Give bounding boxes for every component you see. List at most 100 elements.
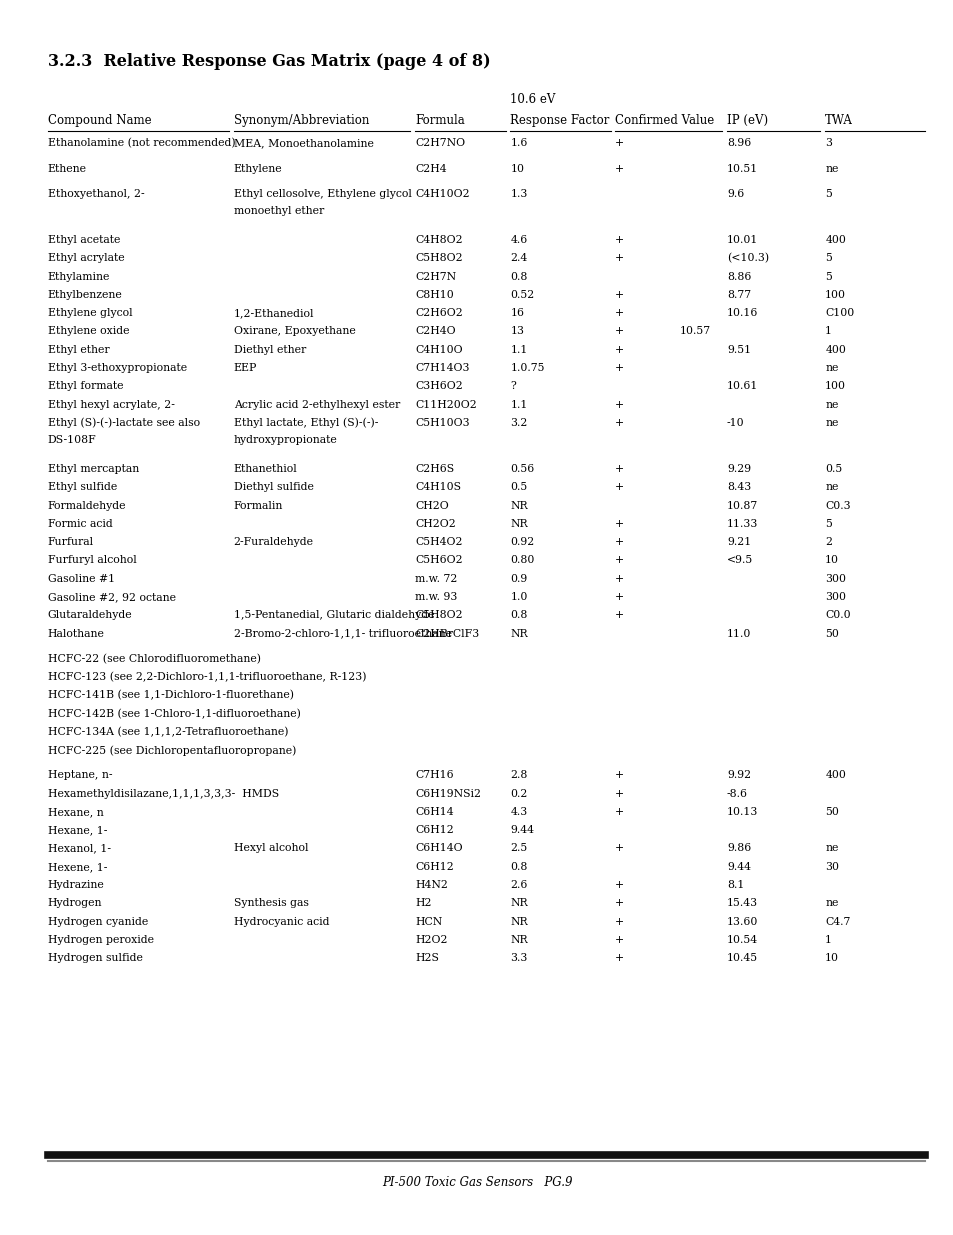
Text: 3.2: 3.2 [510, 417, 527, 427]
Text: ne: ne [824, 417, 838, 427]
Text: 1.6: 1.6 [510, 138, 527, 148]
Text: C2H4: C2H4 [415, 163, 446, 174]
Text: 15.43: 15.43 [726, 898, 758, 908]
Text: 0.56: 0.56 [510, 464, 534, 474]
Text: 10.61: 10.61 [726, 382, 758, 391]
Text: +: + [615, 399, 624, 410]
Text: +: + [615, 592, 624, 601]
Text: 2-Furaldehyde: 2-Furaldehyde [233, 537, 314, 547]
Text: ne: ne [824, 399, 838, 410]
Text: C4H10S: C4H10S [415, 483, 460, 493]
Text: C3H6O2: C3H6O2 [415, 382, 462, 391]
Text: 0.9: 0.9 [510, 574, 527, 584]
Text: +: + [615, 290, 624, 300]
Text: 1.0.75: 1.0.75 [510, 363, 544, 373]
Text: 30: 30 [824, 862, 839, 872]
Text: 10.6 eV: 10.6 eV [510, 93, 556, 106]
Text: Ethoxyethanol, 2-: Ethoxyethanol, 2- [48, 189, 144, 199]
Text: +: + [615, 610, 624, 620]
Text: C6H12: C6H12 [415, 862, 454, 872]
Text: Hexyl alcohol: Hexyl alcohol [233, 844, 308, 853]
Text: 10.16: 10.16 [726, 308, 758, 319]
Text: Ethanolamine (not recommended): Ethanolamine (not recommended) [48, 138, 235, 148]
Text: C6H19NSi2: C6H19NSi2 [415, 789, 480, 799]
Text: +: + [615, 806, 624, 816]
Text: NR: NR [510, 519, 527, 529]
Text: 50: 50 [824, 629, 839, 638]
Text: H2S: H2S [415, 953, 438, 963]
Text: NR: NR [510, 935, 527, 945]
Text: Halothane: Halothane [48, 629, 105, 638]
Text: C2H6O2: C2H6O2 [415, 308, 462, 319]
Text: C2H7NO: C2H7NO [415, 138, 465, 148]
Text: HCN: HCN [415, 916, 442, 926]
Text: Hydrogen peroxide: Hydrogen peroxide [48, 935, 153, 945]
Text: Diethyl ether: Diethyl ether [233, 345, 306, 354]
Text: Furfuryl alcohol: Furfuryl alcohol [48, 556, 136, 566]
Text: +: + [615, 844, 624, 853]
Text: Ethyl mercaptan: Ethyl mercaptan [48, 464, 139, 474]
Text: Hydrazine: Hydrazine [48, 881, 104, 890]
Text: Ethanethiol: Ethanethiol [233, 464, 297, 474]
Text: Hexane, n: Hexane, n [48, 806, 103, 816]
Text: C4H8O2: C4H8O2 [415, 235, 462, 245]
Text: C6H12: C6H12 [415, 825, 454, 835]
Text: 10.01: 10.01 [726, 235, 758, 245]
Text: Diethyl sulfide: Diethyl sulfide [233, 483, 314, 493]
Text: Ethyl sulfide: Ethyl sulfide [48, 483, 117, 493]
Text: 3.2.3  Relative Response Gas Matrix (page 4 of 8): 3.2.3 Relative Response Gas Matrix (page… [48, 53, 490, 70]
Text: MEA, Monoethanolamine: MEA, Monoethanolamine [233, 138, 374, 148]
Text: 400: 400 [824, 235, 845, 245]
Text: 0.2: 0.2 [510, 789, 527, 799]
Text: IP (eV): IP (eV) [726, 114, 767, 127]
Text: C8H10: C8H10 [415, 290, 454, 300]
Text: NR: NR [510, 916, 527, 926]
Text: +: + [615, 253, 624, 263]
Text: 0.8: 0.8 [510, 272, 527, 282]
Text: Formalin: Formalin [233, 500, 283, 510]
Text: +: + [615, 881, 624, 890]
Text: 9.44: 9.44 [726, 862, 750, 872]
Text: Ethyl acrylate: Ethyl acrylate [48, 253, 124, 263]
Text: 2.5: 2.5 [510, 844, 527, 853]
Text: 0.8: 0.8 [510, 862, 527, 872]
Text: Formaldehyde: Formaldehyde [48, 500, 126, 510]
Text: Gasoline #1: Gasoline #1 [48, 574, 114, 584]
Text: 10: 10 [510, 163, 524, 174]
Text: 2.6: 2.6 [510, 881, 527, 890]
Text: C7H16: C7H16 [415, 771, 453, 781]
Text: C6H14: C6H14 [415, 806, 453, 816]
Text: 50: 50 [824, 806, 839, 816]
Text: +: + [615, 417, 624, 427]
Text: Ethyl ether: Ethyl ether [48, 345, 110, 354]
Text: C5H10O3: C5H10O3 [415, 417, 469, 427]
Text: Ethylene glycol: Ethylene glycol [48, 308, 132, 319]
Text: 13: 13 [510, 326, 524, 336]
Text: 13.60: 13.60 [726, 916, 758, 926]
Text: 4.3: 4.3 [510, 806, 527, 816]
Text: Ethylbenzene: Ethylbenzene [48, 290, 122, 300]
Text: C0.3: C0.3 [824, 500, 850, 510]
Text: 5: 5 [824, 253, 831, 263]
Text: +: + [615, 556, 624, 566]
Text: 2.4: 2.4 [510, 253, 527, 263]
Text: Ethyl formate: Ethyl formate [48, 382, 123, 391]
Text: Synthesis gas: Synthesis gas [233, 898, 308, 908]
Text: 10.51: 10.51 [726, 163, 758, 174]
Text: 400: 400 [824, 345, 845, 354]
Text: 10.54: 10.54 [726, 935, 758, 945]
Text: 1.1: 1.1 [510, 345, 527, 354]
Text: C5H8O2: C5H8O2 [415, 253, 462, 263]
Text: 0.5: 0.5 [510, 483, 527, 493]
Text: 1,2-Ethanediol: 1,2-Ethanediol [233, 308, 314, 319]
Text: ne: ne [824, 163, 838, 174]
Text: ne: ne [824, 483, 838, 493]
Text: 5: 5 [824, 189, 831, 199]
Text: -8.6: -8.6 [726, 789, 747, 799]
Text: 1.3: 1.3 [510, 189, 527, 199]
Text: Hydrogen: Hydrogen [48, 898, 102, 908]
Text: C0.0: C0.0 [824, 610, 850, 620]
Text: Ethyl lactate, Ethyl (S)-(-)-: Ethyl lactate, Ethyl (S)-(-)- [233, 417, 377, 429]
Text: CH2O2: CH2O2 [415, 519, 456, 529]
Text: NR: NR [510, 500, 527, 510]
